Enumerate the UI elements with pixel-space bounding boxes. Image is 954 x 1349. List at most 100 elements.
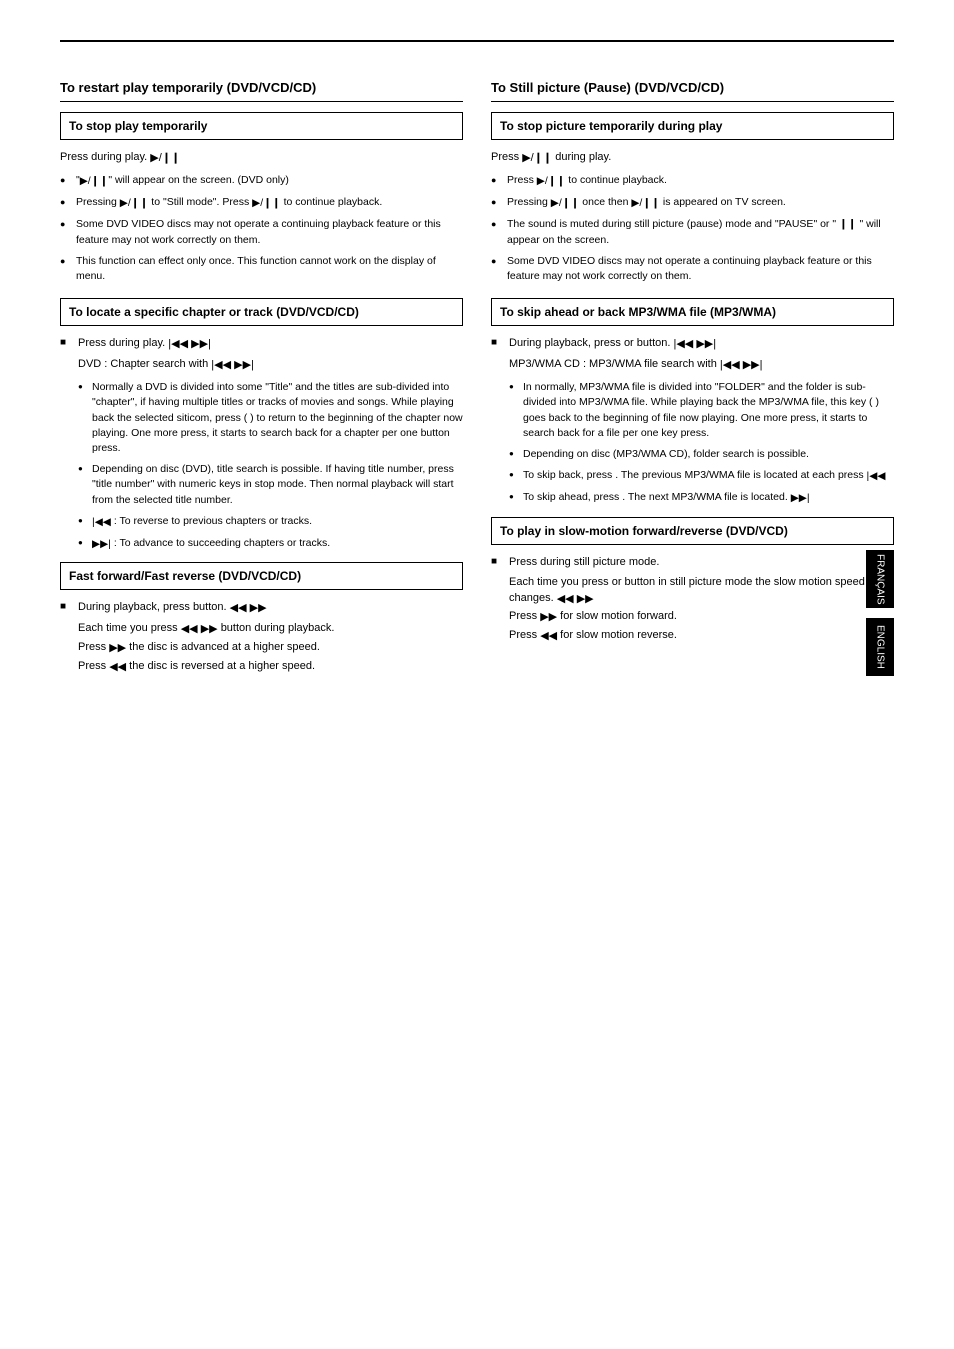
text-fragment: Some DVD VIDEO discs may not operate a c… <box>507 255 872 282</box>
text-fragment: Press <box>78 660 109 672</box>
rew-icon: ◀◀ <box>181 622 198 638</box>
text-fragment: button during playback. <box>221 622 335 634</box>
text-fragment: During playback, press button. <box>78 601 227 613</box>
rew-icon: ◀◀ <box>230 601 247 617</box>
next-icon: ▶▶| <box>696 337 716 353</box>
section-underline <box>491 101 894 102</box>
square-item: Press during still picture mode. Each ti… <box>491 555 894 646</box>
section-fastfwdrev: Fast forward/Fast reverse (DVD/VCD/CD) D… <box>60 562 463 676</box>
playpause-icon: ▶/❙❙ <box>150 151 180 167</box>
playpause-icon: ▶/❙❙ <box>252 196 281 211</box>
sub-bullet-item: In normally, MP3/WMA file is divided int… <box>509 380 894 441</box>
text-fragment: In normally, MP3/WMA file is divided int… <box>523 381 879 439</box>
text-fragment: Press <box>507 174 537 186</box>
text-fragment: the disc is advanced at a higher speed. <box>129 641 320 653</box>
fwd-icon: ▶▶ <box>201 622 218 638</box>
square-list: During playback, press or button. |◀◀ ▶▶… <box>491 336 894 506</box>
section-title-still: To Still picture (Pause) (DVD/VCD/CD) <box>491 80 894 95</box>
bullet-item: "▶/❙❙" will appear on the screen. (DVD o… <box>60 173 463 189</box>
sub-bullet-item: Depending on disc (MP3/WMA CD), folder s… <box>509 447 894 462</box>
next-icon: ▶▶| <box>791 491 810 506</box>
prev-icon: |◀◀ <box>168 337 188 353</box>
playpause-icon: ▶/❙❙ <box>551 196 580 211</box>
sub-line: MP3/WMA CD : MP3/WMA file search with |◀… <box>509 357 894 374</box>
top-rule <box>60 40 894 42</box>
sub-line: DVD : Chapter search with |◀◀ ▶▶| <box>78 357 463 374</box>
playpause-icon: ▶/❙❙ <box>522 151 552 167</box>
sub-line: Each time you press ◀◀ ▶▶ button during … <box>78 621 463 638</box>
section-skip: To skip ahead or back MP3/WMA file (MP3/… <box>491 298 894 506</box>
text-fragment: Press <box>78 641 109 653</box>
text-fragment: Normally a DVD is divided into some "Tit… <box>92 381 463 454</box>
text-fragment: to continue playback. <box>565 174 667 186</box>
text-fragment: is appeared on TV screen. <box>660 196 786 208</box>
prev-icon: |◀◀ <box>92 515 111 530</box>
sub-bullet-item: To skip back, press . The previous MP3/W… <box>509 468 894 484</box>
prev-icon: |◀◀ <box>867 469 886 484</box>
text-fragment: to continue playback. <box>281 196 383 208</box>
text-fragment: Press during play. <box>78 337 165 349</box>
next-icon: ▶▶| <box>743 358 763 374</box>
prev-icon: |◀◀ <box>720 358 740 374</box>
sub-line: Press ◀◀ the disc is reversed at a highe… <box>78 659 463 676</box>
right-column: To Still picture (Pause) (DVD/VCD/CD) To… <box>491 70 894 682</box>
section-slow: To play in slow-motion forward/reverse (… <box>491 517 894 646</box>
text-fragment: : To advance to succeeding chapters or t… <box>114 537 330 549</box>
square-item: Press during play. |◀◀ ▶▶| DVD : Chapter… <box>60 336 463 552</box>
text-fragment: Some DVD VIDEO discs may not operate a c… <box>76 218 441 245</box>
playpause-icon: ▶/❙❙ <box>120 196 149 211</box>
section-title-restart: To restart play temporarily (DVD/VCD/CD) <box>60 80 463 95</box>
text-fragment: Press <box>509 629 540 641</box>
text-fragment: Depending on disc (DVD), title search is… <box>92 463 454 505</box>
box-still: To stop picture temporarily during play <box>491 112 894 140</box>
text-fragment: During playback, press or button. <box>509 337 670 349</box>
text-fragment: Press <box>509 610 540 622</box>
intro-line-still: Press ▶/❙❙ during play. <box>491 150 894 167</box>
text-fragment: " will appear on the screen. (DVD only) <box>108 174 289 186</box>
fwd-icon: ▶▶ <box>109 641 126 657</box>
rew-icon: ◀◀ <box>557 592 574 608</box>
section-still: To Still picture (Pause) (DVD/VCD/CD) To… <box>491 80 894 284</box>
sub-line: Press ◀◀ for slow motion reverse. <box>509 628 894 645</box>
text-fragment: Press <box>491 151 522 163</box>
text-fragment: DVD : Chapter search with <box>78 358 211 370</box>
two-column-layout: To restart play temporarily (DVD/VCD/CD)… <box>60 70 894 682</box>
bullet-item: This function can effect only once. This… <box>60 254 463 284</box>
section-locate: To locate a specific chapter or track (D… <box>60 298 463 552</box>
bullet-item: Pressing ▶/❙❙ once then ▶/❙❙ is appeared… <box>491 195 894 211</box>
text-fragment: The sound is muted during still picture … <box>507 218 881 245</box>
sub-bullet-item: Normally a DVD is divided into some "Tit… <box>78 380 463 456</box>
box-restart: To stop play temporarily <box>60 112 463 140</box>
box-slow: To play in slow-motion forward/reverse (… <box>491 517 894 545</box>
text-fragment: To skip back, press . The previous MP3/W… <box>523 469 864 481</box>
text-fragment: Depending on disc (MP3/WMA CD), folder s… <box>523 448 809 460</box>
sub-line: Each time you press or button in still p… <box>509 575 894 608</box>
intro-line-restart: Press during play. ▶/❙❙ <box>60 150 463 167</box>
bullet-item: Press ▶/❙❙ to continue playback. <box>491 173 894 189</box>
text-fragment: to "Still mode". Press <box>148 196 252 208</box>
fwd-icon: ▶▶ <box>577 592 594 608</box>
text-fragment: To skip ahead, press . The next MP3/WMA … <box>523 491 788 503</box>
sub-bullets: In normally, MP3/WMA file is divided int… <box>509 380 894 507</box>
text-fragment: MP3/WMA CD : MP3/WMA file search with <box>509 358 720 370</box>
text-fragment: for slow motion reverse. <box>560 629 677 641</box>
next-icon: ▶▶| <box>92 537 111 552</box>
fwd-icon: ▶▶ <box>540 610 557 626</box>
sub-bullet-item: |◀◀ : To reverse to previous chapters or… <box>78 514 463 530</box>
square-list: During playback, press button. ◀◀ ▶▶ Eac… <box>60 600 463 676</box>
tab-english[interactable]: ENGLISH <box>866 618 894 676</box>
box-locate: To locate a specific chapter or track (D… <box>60 298 463 326</box>
text-fragment: Pressing <box>76 196 120 208</box>
box-skip: To skip ahead or back MP3/WMA file (MP3/… <box>491 298 894 326</box>
square-item: During playback, press button. ◀◀ ▶▶ Eac… <box>60 600 463 676</box>
text-fragment: the disc is reversed at a higher speed. <box>129 660 315 672</box>
tab-francais[interactable]: FRANÇAIS <box>866 550 894 608</box>
restart-bullets: "▶/❙❙" will appear on the screen. (DVD o… <box>60 173 463 284</box>
bullet-item: Pressing ▶/❙❙ to "Still mode". Press ▶/❙… <box>60 195 463 211</box>
left-column: To restart play temporarily (DVD/VCD/CD)… <box>60 70 463 682</box>
sub-bullet-item: To skip ahead, press . The next MP3/WMA … <box>509 490 894 506</box>
next-icon: ▶▶| <box>191 337 211 353</box>
text-fragment: Press during still picture mode. <box>509 556 659 568</box>
text-fragment: : To reverse to previous chapters or tra… <box>114 515 312 527</box>
side-tabs: FRANÇAIS ENGLISH <box>866 550 894 686</box>
